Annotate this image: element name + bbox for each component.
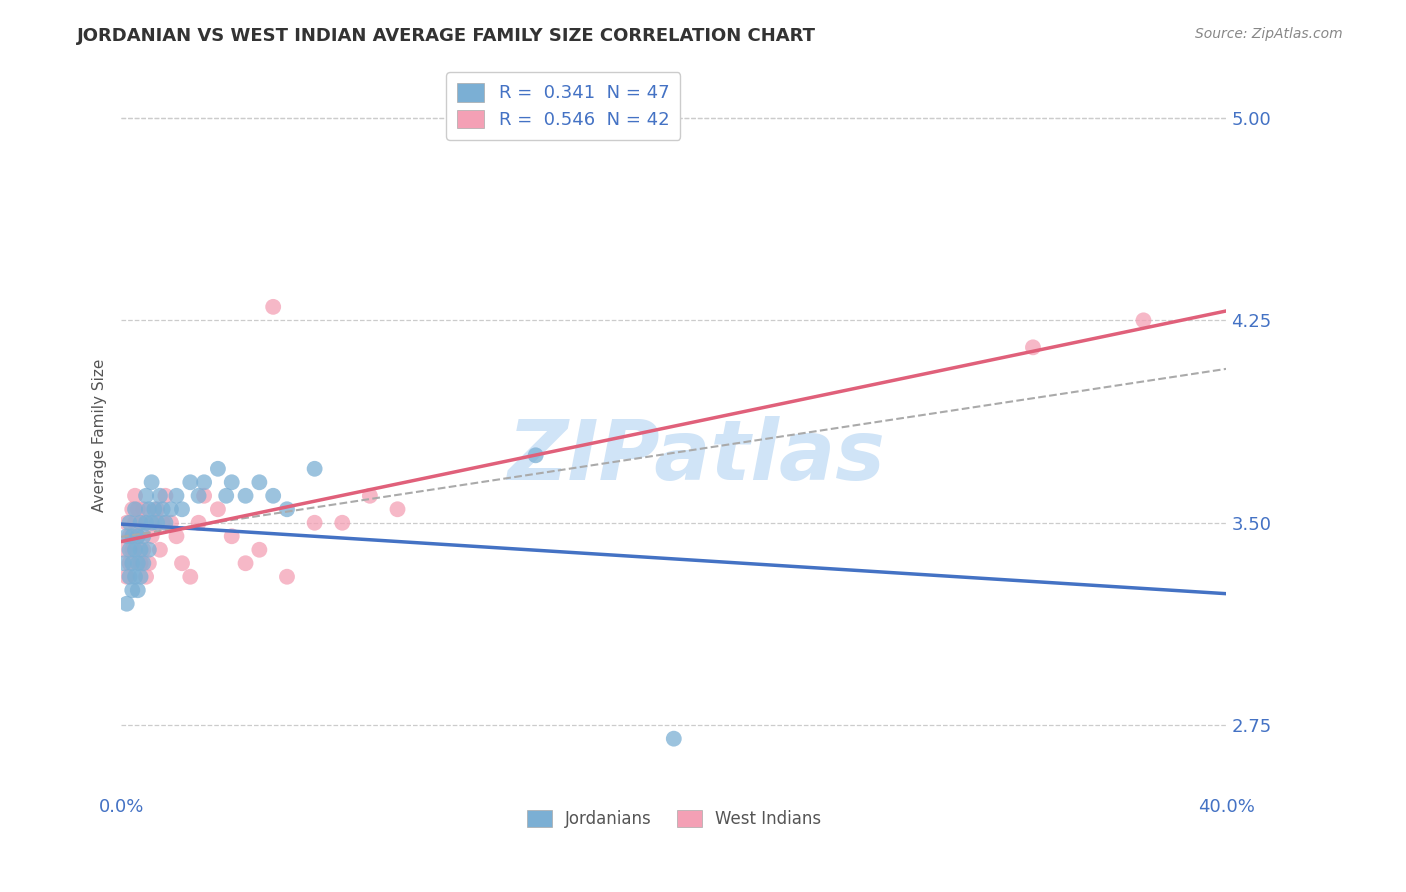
Point (170, 502, 193, 516)
Point (662, 731, 685, 746)
Point (115, 516, 138, 530)
Point (146, 516, 169, 530)
Point (135, 516, 157, 530)
Point (152, 516, 174, 530)
Point (118, 542, 141, 557)
Point (160, 502, 183, 516)
Point (135, 489, 157, 503)
Point (141, 529, 163, 543)
Point (118, 529, 141, 543)
Point (121, 502, 143, 516)
Point (160, 516, 183, 530)
Point (112, 542, 135, 557)
Point (149, 489, 172, 503)
Point (127, 556, 149, 570)
Point (387, 502, 409, 516)
Point (207, 462, 229, 476)
Point (262, 489, 284, 503)
Point (124, 502, 146, 516)
Point (247, 475, 270, 490)
Point (187, 489, 209, 503)
Point (112, 556, 135, 570)
Point (115, 529, 138, 543)
Point (155, 516, 177, 530)
Point (247, 542, 270, 557)
Point (132, 502, 155, 516)
Text: ZIPatlas: ZIPatlas (508, 416, 884, 497)
Point (166, 489, 188, 503)
Point (235, 489, 257, 503)
Point (127, 583, 149, 598)
Point (124, 489, 146, 503)
Point (138, 556, 160, 570)
Point (276, 502, 298, 516)
Point (207, 502, 229, 516)
Point (129, 542, 152, 557)
Point (135, 570, 157, 584)
Point (132, 529, 155, 543)
Point (129, 570, 152, 584)
Point (132, 542, 155, 557)
Point (304, 516, 326, 530)
Point (187, 516, 209, 530)
Point (304, 462, 326, 476)
Point (193, 475, 215, 490)
Point (155, 489, 177, 503)
Point (276, 570, 298, 584)
Point (124, 516, 146, 530)
Point (121, 583, 143, 598)
Point (143, 516, 166, 530)
Point (149, 542, 172, 557)
Point (262, 300, 284, 314)
Point (129, 516, 152, 530)
Point (1132, 313, 1154, 327)
Point (121, 542, 143, 557)
Point (143, 502, 166, 516)
Point (221, 529, 243, 543)
Point (129, 516, 152, 530)
Point (330, 516, 353, 530)
Point (138, 502, 160, 516)
Point (121, 556, 143, 570)
Point (1022, 340, 1045, 354)
Point (359, 489, 381, 503)
Point (221, 475, 243, 490)
Text: Source: ZipAtlas.com: Source: ZipAtlas.com (1195, 27, 1343, 41)
Y-axis label: Average Family Size: Average Family Size (93, 359, 107, 512)
Point (235, 556, 257, 570)
Point (127, 502, 149, 516)
Point (193, 489, 215, 503)
Point (135, 516, 157, 530)
Point (118, 516, 141, 530)
Point (141, 516, 163, 530)
Point (170, 556, 193, 570)
Point (141, 475, 163, 490)
Point (115, 597, 138, 611)
Point (118, 556, 141, 570)
Point (115, 570, 138, 584)
Point (215, 489, 238, 503)
Point (127, 529, 149, 543)
Point (146, 502, 169, 516)
Point (121, 529, 143, 543)
Point (524, 448, 547, 462)
Point (152, 502, 174, 516)
Point (127, 529, 149, 543)
Point (124, 542, 146, 557)
Text: JORDANIAN VS WEST INDIAN AVERAGE FAMILY SIZE CORRELATION CHART: JORDANIAN VS WEST INDIAN AVERAGE FAMILY … (77, 27, 817, 45)
Point (124, 570, 146, 584)
Legend: Jordanians, West Indians: Jordanians, West Indians (520, 803, 828, 834)
Point (129, 556, 152, 570)
Point (132, 556, 155, 570)
Point (179, 570, 201, 584)
Point (138, 542, 160, 557)
Point (166, 529, 188, 543)
Point (118, 570, 141, 584)
Point (179, 475, 201, 490)
